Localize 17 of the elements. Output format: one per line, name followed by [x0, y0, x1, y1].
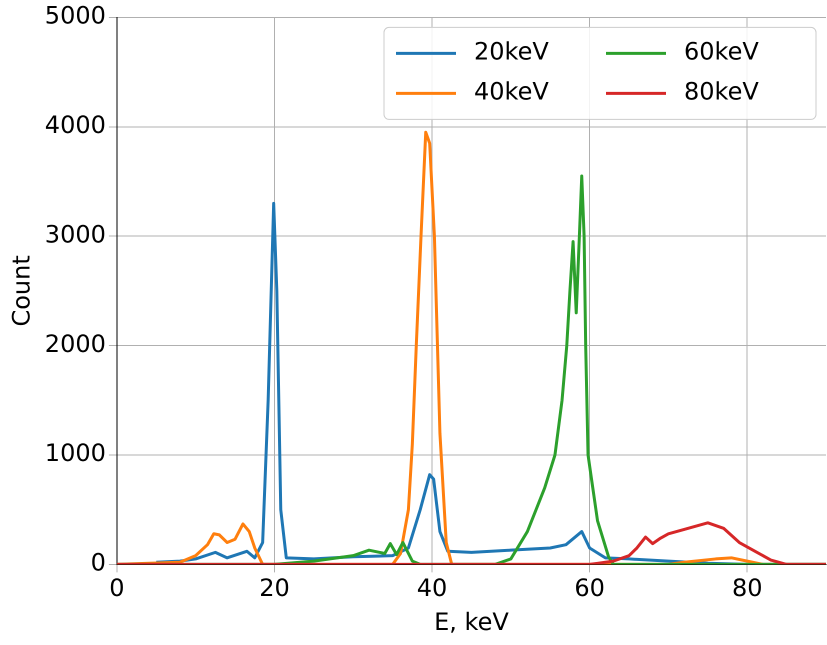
x-axis-title: E, keV [434, 608, 510, 636]
x-tick-label: 60 [574, 574, 605, 602]
x-tick-label: 40 [416, 574, 448, 602]
y-tick-label: 5000 [44, 2, 106, 30]
x-tick-label: 0 [109, 574, 125, 602]
x-tick-label: 80 [732, 574, 762, 602]
x-tick-label: 20 [259, 574, 290, 602]
y-tick-label: 2000 [44, 330, 106, 358]
legend-label: 80keV [684, 78, 760, 106]
y-tick-label: 0 [90, 548, 106, 577]
legend-label: 60keV [684, 38, 760, 66]
y-tick-label: 3000 [44, 220, 106, 248]
y-tick-label: 1000 [44, 439, 106, 468]
legend-label: 20keV [474, 38, 550, 66]
y-tick-label: 4000 [44, 111, 106, 140]
legend-label: 40keV [474, 78, 550, 106]
y-axis-title: Count [8, 255, 36, 327]
